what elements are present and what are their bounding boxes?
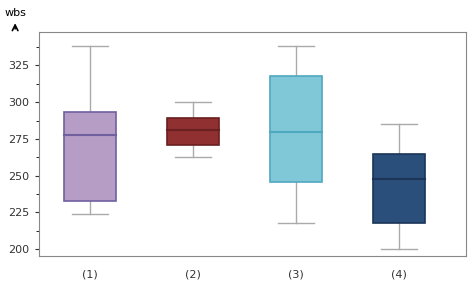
Bar: [167, 118, 219, 145]
Bar: [373, 154, 425, 223]
Bar: [270, 76, 321, 181]
Text: wbs: wbs: [4, 8, 27, 18]
Bar: [64, 112, 116, 201]
